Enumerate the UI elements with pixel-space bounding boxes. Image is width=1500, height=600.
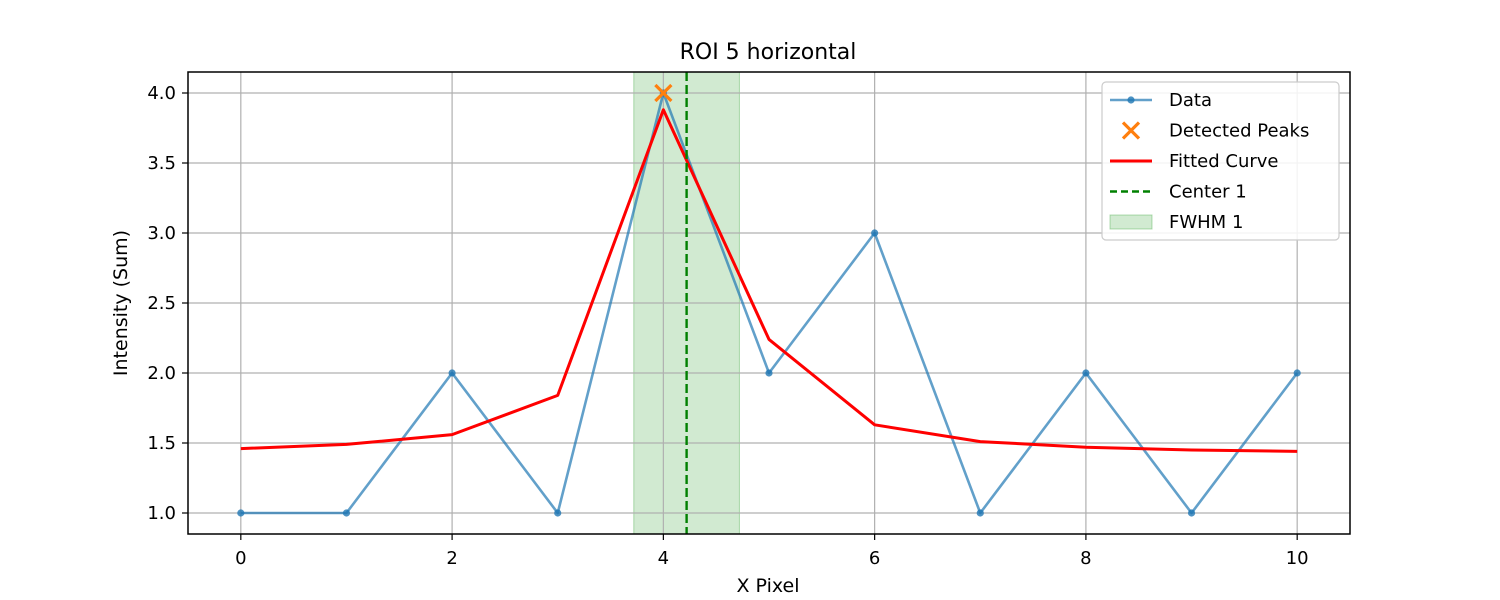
x-tick-label: 0 [235,548,246,569]
legend-swatch-peaks [1121,121,1141,140]
legend-box [1101,81,1340,241]
legend-swatch-fwhm [1109,214,1153,230]
data-point [976,509,984,517]
x-tick-label: 10 [1286,548,1309,569]
data-point [871,229,879,237]
legend-label: Fitted Curve [1169,151,1279,172]
data-point [1293,369,1301,377]
y-tick-label: 3.5 [147,153,176,174]
y-tick-label: 4.0 [147,83,176,104]
legend-label: Data [1169,90,1212,111]
data-point [237,509,245,517]
x-tick-label: 6 [869,548,880,569]
x-tick-label: 8 [1080,548,1091,569]
legend-label: FWHM 1 [1169,212,1243,233]
plot-area: 0 2 4 6 8 10 1.0 1.5 2.0 2.5 3.0 3.5 4.0 [147,71,1351,569]
x-axis-label: X Pixel [736,575,799,597]
peak-marker [654,83,673,103]
x-tick-label: 4 [658,548,669,569]
chart-title: ROI 5 horizontal [680,40,857,65]
legend-label: Center 1 [1169,182,1247,203]
data-point [1082,369,1090,377]
y-axis-label: Intensity (Sum) [110,230,132,376]
y-tick-label: 3.0 [147,223,176,244]
y-tick-label: 1.5 [147,433,176,454]
data-point [554,509,562,517]
y-tick-label: 1.0 [147,503,176,524]
data-point [448,369,456,377]
legend: Data Detected Peaks Fitted Curve Center 1 FW… [1101,81,1340,241]
legend-marker-data [1127,96,1135,104]
legend-label: Detected Peaks [1169,121,1309,142]
data-point [765,369,773,377]
x-tick-label: 2 [446,548,457,569]
data-point [342,509,351,517]
y-tick-label: 2.5 [147,293,176,314]
fitted-curve-line [240,108,1298,453]
y-tick-label: 2.0 [147,363,176,384]
data-point [1187,509,1196,517]
